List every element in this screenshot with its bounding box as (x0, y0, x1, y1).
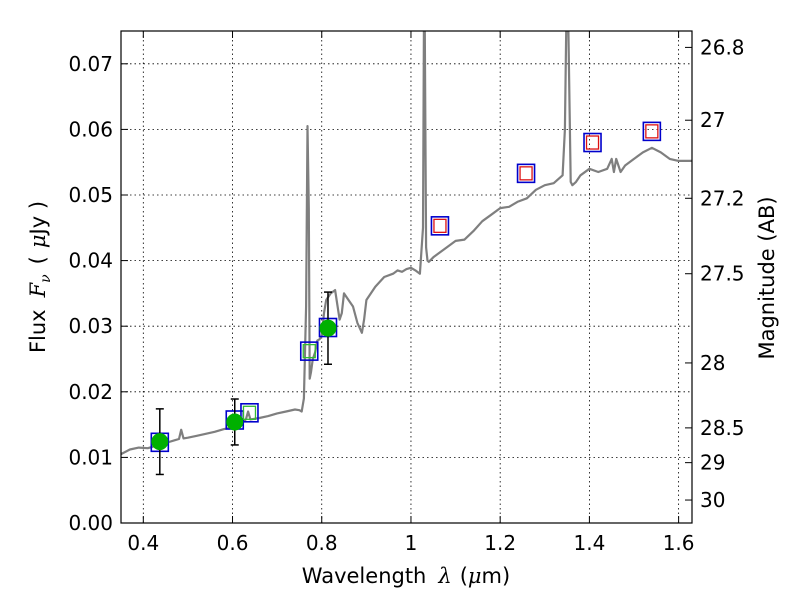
y-axis-title: FluxFν(μJy ) (26, 201, 54, 353)
grid-lines (121, 31, 692, 524)
y2-tick-label: 26.8 (700, 35, 745, 59)
data-points-layer (150, 121, 662, 476)
model-band-inner-square (519, 166, 533, 181)
x-tick-label: 1.4 (573, 531, 605, 555)
model-band-square (299, 341, 319, 361)
model-band-square (240, 402, 259, 423)
y2-tick-label: 29 (700, 451, 725, 475)
x-axis-title: Wavelength λ (μm) (302, 564, 510, 588)
x-tick-label: 0.4 (127, 531, 159, 555)
model-spectrum-layer (121, 31, 692, 456)
y-tick-label: 0.05 (68, 183, 113, 207)
model-band-inner-square (585, 135, 600, 150)
model-band-inner-square (645, 124, 659, 139)
model-spectrum-line (121, 31, 692, 456)
y2-axis-title: Magnitude (AB) (755, 196, 779, 359)
y-tick-label: 0.00 (68, 511, 113, 535)
plot-frame (120, 30, 693, 524)
y-tick-label: 0.03 (68, 314, 113, 338)
y2-tick-label: 27 (700, 108, 725, 132)
y-tick-label: 0.01 (68, 445, 113, 469)
y2-tick-label: 27.5 (700, 262, 745, 286)
x-tick-label: 1 (405, 531, 418, 555)
y2-tick-label: 27.2 (700, 186, 745, 210)
model-band-square (583, 132, 602, 153)
y-tick-label: 0.06 (68, 117, 113, 141)
axis-ticks: 0.4 0.6 0.8 1 1.2 1.4 1.6 0.00 0.01 0.02 0.03 0.04 0… (68, 31, 745, 555)
photometry-point (226, 413, 244, 431)
x-tick-label: 1.6 (663, 531, 695, 555)
x-tick-label: 1.2 (484, 531, 516, 555)
x-tick-label: 0.6 (217, 531, 249, 555)
y2-tick-label: 30 (700, 488, 725, 512)
model-band-inner-square (302, 343, 316, 359)
y-tick-label: 0.02 (68, 380, 113, 404)
model-band-inner-square (433, 218, 447, 233)
y2-tick-label: 28 (700, 351, 725, 375)
y-tick-label: 0.04 (68, 249, 113, 273)
x-tick-label: 0.8 (306, 531, 338, 555)
model-band-inner-square (242, 405, 257, 420)
photometry-point (151, 433, 169, 451)
model-band-square (642, 121, 662, 142)
y-tick-label: 0.07 (68, 52, 113, 76)
model-band-square (430, 216, 450, 236)
photometry-point (319, 319, 337, 337)
y2-tick-label: 28.5 (700, 416, 745, 440)
model-band-square (516, 163, 536, 184)
